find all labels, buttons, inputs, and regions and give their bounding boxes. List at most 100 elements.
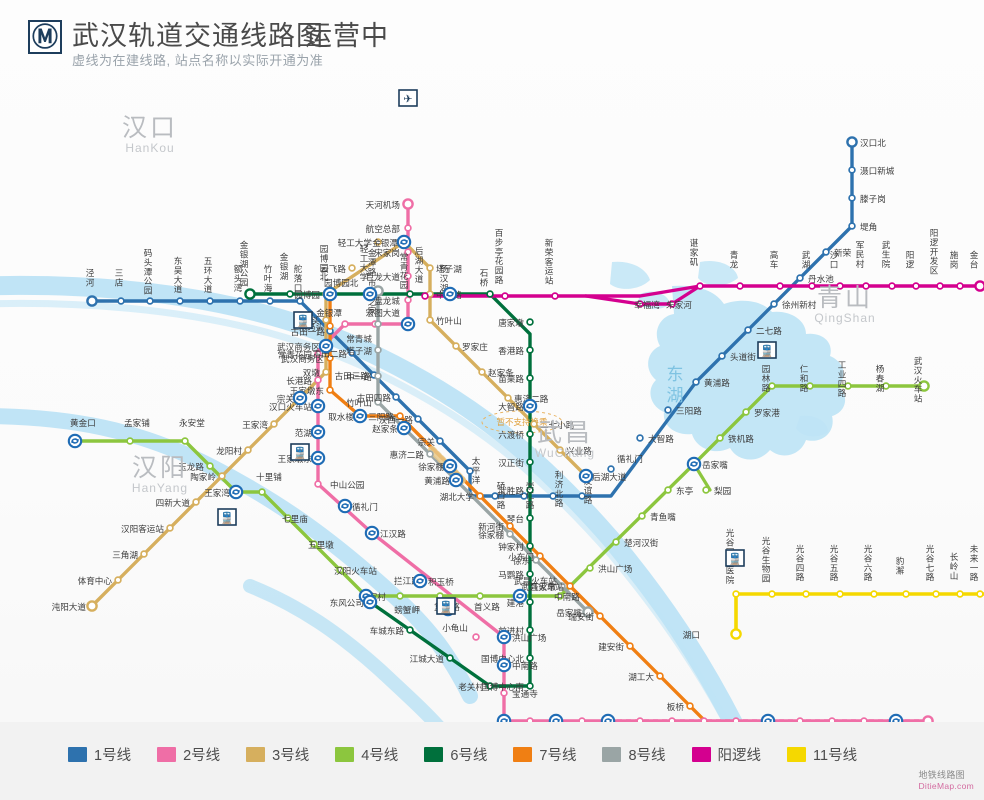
station-dot[interactable]: [776, 282, 784, 290]
station-dot[interactable]: [466, 467, 474, 475]
station-dot[interactable]: [636, 300, 644, 308]
station-dot[interactable]: [526, 486, 534, 494]
station-dot[interactable]: [582, 606, 594, 618]
station-dot[interactable]: [218, 472, 226, 480]
station-dot[interactable]: [806, 382, 814, 390]
station-dot[interactable]: [744, 326, 752, 334]
interchange-station-marker[interactable]: [760, 713, 776, 722]
legend-item-1[interactable]: 1号线: [68, 744, 131, 765]
station-dot[interactable]: [808, 282, 816, 290]
station-dot[interactable]: [486, 290, 494, 298]
station-dot[interactable]: [860, 717, 868, 722]
station-dot[interactable]: [862, 282, 870, 290]
station-dot[interactable]: [596, 612, 604, 620]
station-dot[interactable]: [836, 282, 844, 290]
interchange-station-marker[interactable]: [442, 286, 458, 302]
legend-item-7[interactable]: 8号线: [602, 744, 666, 765]
station-dot[interactable]: [396, 592, 404, 600]
station-dot[interactable]: [870, 590, 878, 598]
station-dot[interactable]: [718, 352, 726, 360]
station-dot[interactable]: [848, 194, 856, 202]
station-dot[interactable]: [888, 282, 896, 290]
station-dot[interactable]: [348, 349, 356, 357]
station-dot[interactable]: [181, 437, 189, 445]
station-dot[interactable]: [374, 238, 382, 246]
station-dot[interactable]: [314, 350, 322, 358]
station-dot[interactable]: [636, 717, 644, 722]
station-dot[interactable]: [566, 582, 574, 590]
station-dot[interactable]: [638, 512, 646, 520]
interchange-station-marker[interactable]: [888, 713, 904, 722]
station-dot[interactable]: [526, 346, 534, 354]
station-dot[interactable]: [506, 530, 514, 538]
station-dot[interactable]: [526, 717, 534, 722]
station-dot[interactable]: [404, 248, 412, 256]
interchange-station-marker[interactable]: [292, 390, 308, 406]
station-dot[interactable]: [736, 282, 744, 290]
station-dot[interactable]: [558, 582, 566, 590]
station-dot[interactable]: [664, 406, 672, 414]
interchange-station-marker[interactable]: [67, 433, 83, 449]
station-dot[interactable]: [530, 420, 538, 428]
station-dot[interactable]: [86, 295, 98, 307]
station-dot[interactable]: [607, 465, 615, 473]
legend-item-3[interactable]: 3号线: [246, 744, 309, 765]
legend-item-4[interactable]: 4号线: [335, 744, 398, 765]
interchange-station-marker[interactable]: [352, 408, 368, 424]
station-dot[interactable]: [549, 492, 557, 500]
station-dot[interactable]: [114, 576, 122, 584]
legend-item-5[interactable]: 6号线: [424, 744, 487, 765]
station-dot[interactable]: [426, 450, 434, 458]
station-dot[interactable]: [664, 486, 672, 494]
station-dot[interactable]: [526, 570, 534, 578]
station-dot[interactable]: [656, 672, 664, 680]
station-dot[interactable]: [314, 376, 322, 384]
interchange-station-marker[interactable]: [496, 657, 512, 673]
station-dot[interactable]: [730, 628, 742, 640]
station-dot[interactable]: [526, 318, 534, 326]
station-dot[interactable]: [140, 550, 148, 558]
station-dot[interactable]: [532, 556, 540, 564]
station-dot[interactable]: [374, 346, 382, 354]
station-dot[interactable]: [206, 462, 214, 470]
station-dot[interactable]: [126, 437, 134, 445]
station-dot[interactable]: [732, 717, 740, 722]
station-dot[interactable]: [286, 290, 294, 298]
station-dot[interactable]: [526, 514, 534, 522]
station-dot[interactable]: [310, 540, 318, 548]
station-dot[interactable]: [374, 398, 382, 406]
station-dot[interactable]: [296, 297, 304, 305]
station-dot[interactable]: [426, 264, 434, 272]
station-dot[interactable]: [828, 717, 836, 722]
station-dot[interactable]: [668, 717, 676, 722]
interchange-station-marker[interactable]: [396, 420, 412, 436]
station-dot[interactable]: [526, 374, 534, 382]
interchange-station-marker[interactable]: [400, 316, 416, 332]
station-dot[interactable]: [406, 290, 414, 298]
station-dot[interactable]: [446, 654, 454, 662]
station-dot[interactable]: [86, 600, 98, 612]
station-dot[interactable]: [696, 282, 704, 290]
station-dot[interactable]: [404, 272, 412, 280]
station-dot[interactable]: [612, 538, 620, 546]
station-dot[interactable]: [936, 282, 944, 290]
station-dot[interactable]: [336, 566, 344, 574]
station-dot[interactable]: [244, 446, 252, 454]
station-dot[interactable]: [526, 598, 534, 606]
interchange-station-marker[interactable]: [448, 472, 464, 488]
station-dot[interactable]: [716, 434, 724, 442]
metro-map-canvas[interactable]: 暂不支持换乘 泾河三店码头潭公园东吴大道五环大道额头湾竹叶海舵落口古田一路 古田二…: [0, 86, 984, 722]
station-dot[interactable]: [192, 498, 200, 506]
interchange-station-marker[interactable]: [496, 713, 512, 722]
interchange-station-marker[interactable]: [496, 629, 512, 645]
legend-item-8[interactable]: 阳逻线: [691, 744, 761, 765]
station-dot[interactable]: [284, 514, 292, 522]
station-dot[interactable]: [314, 480, 322, 488]
station-dot[interactable]: [668, 300, 676, 308]
station-dot[interactable]: [501, 292, 509, 300]
interchange-station-marker[interactable]: [322, 286, 338, 302]
station-dot[interactable]: [836, 590, 844, 598]
station-dot[interactable]: [206, 297, 214, 305]
interchange-markers-layer[interactable]: [67, 234, 904, 722]
interchange-station-marker[interactable]: [686, 456, 702, 472]
